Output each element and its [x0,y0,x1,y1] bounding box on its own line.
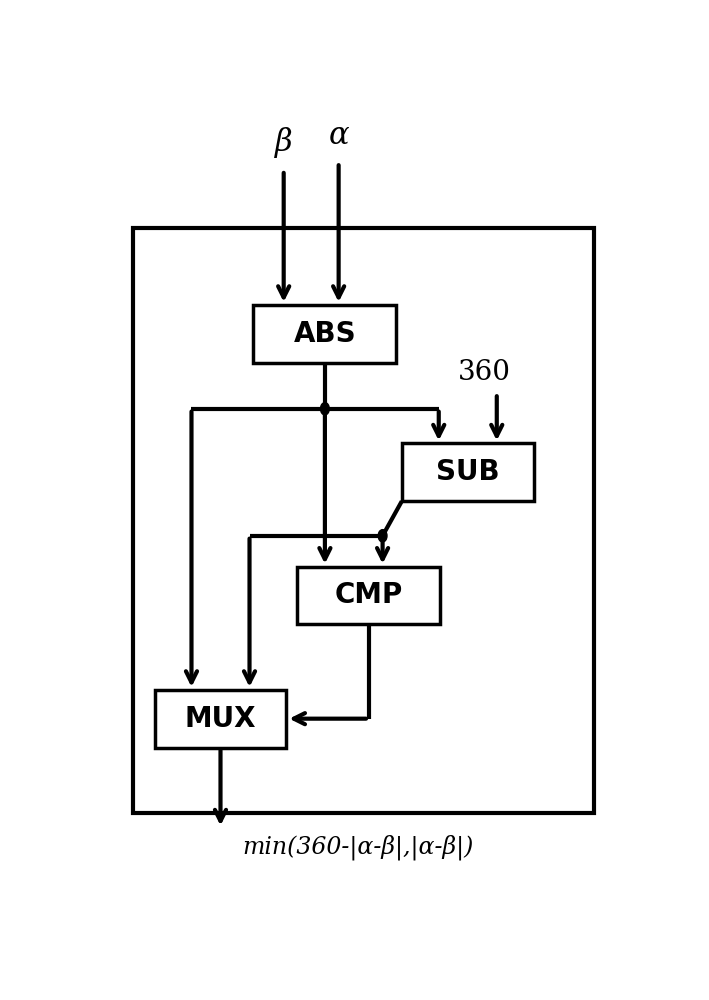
Text: 360: 360 [458,359,510,386]
Text: CMP: CMP [335,581,403,609]
Text: β: β [275,127,293,158]
Text: SUB: SUB [436,458,500,486]
Bar [155,690,286,748]
Bar [133,228,594,813]
Bar [402,443,534,501]
Text: min(360-|α-β|,|α-β|): min(360-|α-β|,|α-β|) [242,835,474,860]
Circle shape [378,530,387,542]
Text: MUX: MUX [185,705,256,733]
Text: ABS: ABS [294,320,356,348]
Text: α: α [328,120,349,151]
Bar [254,305,396,363]
Circle shape [320,403,329,415]
Bar [298,567,440,624]
